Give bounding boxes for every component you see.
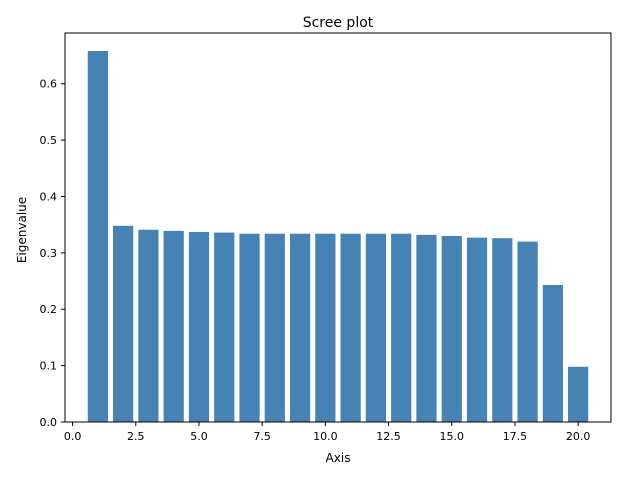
plot-area-frame xyxy=(64,32,612,423)
bar-axis-5 xyxy=(188,232,210,422)
bar-axis-8 xyxy=(264,233,285,422)
bar-axis-11 xyxy=(340,233,361,422)
x-axis-ticks: 0.0 2.5 5.0 7.5 10.0 12.5 15.0 17.5 20.0 xyxy=(64,422,591,443)
bar-axis-20 xyxy=(568,366,589,422)
bar-axis-2 xyxy=(113,225,134,422)
x-tick-label: 2.5 xyxy=(127,430,145,443)
y-tick-label: 0.5 xyxy=(40,134,58,147)
y-tick-label: 0.6 xyxy=(40,78,58,91)
bar-axis-19 xyxy=(542,285,563,422)
x-axis-label: Axis xyxy=(326,451,351,465)
bar-axis-15 xyxy=(441,235,462,422)
bar-axis-12 xyxy=(365,233,387,422)
bar-axis-3 xyxy=(138,229,159,422)
chart-title: Scree plot xyxy=(303,15,374,31)
x-tick-label: 15.0 xyxy=(440,430,465,443)
bar-axis-13 xyxy=(391,233,412,422)
bar-axis-9 xyxy=(289,233,311,422)
bar-axis-14 xyxy=(416,234,437,422)
y-tick-label: 0.2 xyxy=(40,303,58,316)
y-tick-label: 0.1 xyxy=(40,360,58,373)
bar-axis-10 xyxy=(315,233,336,422)
y-axis-ticks: 0.0 0.1 0.2 0.3 0.4 0.5 0.6 xyxy=(40,78,65,429)
x-tick-label: 20.0 xyxy=(566,430,591,443)
bar-axis-4 xyxy=(163,230,184,422)
y-tick-label: 0.4 xyxy=(40,190,58,203)
bars-group xyxy=(87,51,589,422)
x-tick-label: 10.0 xyxy=(313,430,338,443)
x-tick-label: 7.5 xyxy=(253,430,271,443)
bar-axis-18 xyxy=(517,241,538,422)
bar-axis-1 xyxy=(87,51,108,422)
bar-axis-6 xyxy=(214,232,235,422)
y-axis-label: Eigenvalue xyxy=(15,197,29,263)
y-tick-label: 0.3 xyxy=(40,247,58,260)
x-tick-label: 5.0 xyxy=(190,430,208,443)
bar-axis-7 xyxy=(239,233,260,422)
x-tick-label: 17.5 xyxy=(503,430,528,443)
bar-axis-17 xyxy=(492,238,513,422)
bar-axis-16 xyxy=(466,237,488,422)
y-tick-label: 0.0 xyxy=(40,416,58,429)
x-tick-label: 0.0 xyxy=(64,430,82,443)
x-tick-label: 12.5 xyxy=(376,430,401,443)
